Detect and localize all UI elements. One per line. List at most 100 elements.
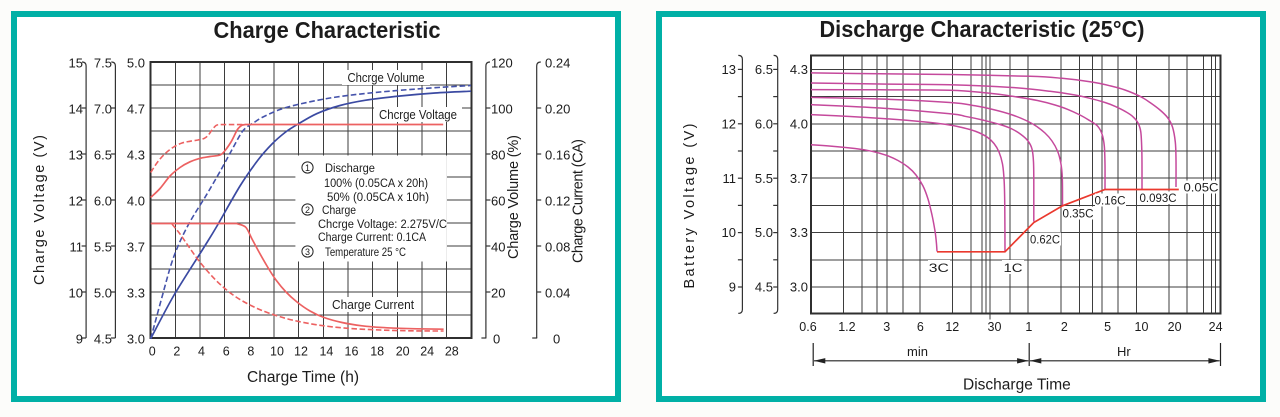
svg-text:7.0: 7.0 [94,102,112,117]
svg-text:11: 11 [70,240,84,255]
svg-text:0: 0 [553,332,560,347]
svg-text:7.5: 7.5 [94,56,112,71]
svg-text:5.0: 5.0 [755,225,773,240]
svg-text:4.5: 4.5 [755,280,773,295]
svg-text:0.20: 0.20 [545,102,570,117]
svg-text:5.0: 5.0 [127,56,145,71]
svg-text:4.3: 4.3 [790,62,808,77]
svg-text:80: 80 [491,148,505,163]
svg-text:0.12: 0.12 [545,194,570,209]
svg-text:15: 15 [69,56,83,71]
svg-text:6: 6 [223,345,230,359]
svg-text:5: 5 [1104,320,1111,334]
svg-text:4.0: 4.0 [127,194,145,209]
svg-text:6.0: 6.0 [755,116,773,131]
svg-text:14: 14 [319,345,333,359]
svg-text:4.5: 4.5 [94,332,112,347]
svg-text:13: 13 [69,148,83,163]
svg-text:Charge: Charge [322,203,356,217]
svg-text:13: 13 [722,62,736,77]
svg-text:12: 12 [945,320,959,334]
svg-text:6.5: 6.5 [755,62,773,77]
svg-text:24: 24 [1209,320,1223,334]
svg-text:Charge Current: 0.1CA: Charge Current: 0.1CA [318,230,427,244]
svg-text:Charge Volume (%): Charge Volume (%) [506,135,522,259]
svg-text:0.05C: 0.05C [1184,181,1220,195]
svg-text:0.04: 0.04 [545,286,570,301]
svg-text:20: 20 [491,286,505,301]
svg-text:Battery Voltage (V): Battery Voltage (V) [682,124,698,289]
svg-text:0: 0 [493,332,500,347]
svg-text:0.16: 0.16 [545,148,570,163]
svg-text:0.62C: 0.62C [1030,233,1060,247]
svg-text:16: 16 [345,345,359,359]
svg-text:2: 2 [173,345,180,359]
svg-text:2: 2 [305,205,310,215]
svg-text:Discharge: Discharge [325,161,375,175]
svg-text:6.0: 6.0 [94,194,112,209]
svg-text:20: 20 [1168,320,1182,334]
svg-text:120: 120 [491,56,513,71]
svg-text:12: 12 [294,345,308,359]
svg-text:0.35C: 0.35C [1063,207,1094,221]
svg-text:Discharge Characteristic (25°C: Discharge Characteristic (25°C) [820,17,1145,42]
svg-text:3: 3 [883,320,890,334]
svg-text:3C: 3C [929,261,950,275]
svg-text:0.093C: 0.093C [1140,191,1177,205]
svg-text:Discharge Time: Discharge Time [963,377,1071,394]
svg-text:3.7: 3.7 [127,240,145,255]
svg-text:Chcrge Voltage: 2.275V/C: Chcrge Voltage: 2.275V/C [318,217,447,231]
svg-text:24: 24 [420,345,434,359]
svg-text:min: min [907,344,928,359]
svg-text:3.3: 3.3 [127,286,145,301]
svg-text:8: 8 [247,345,254,359]
svg-text:9: 9 [76,332,83,347]
svg-text:0.24: 0.24 [545,56,570,71]
svg-text:3: 3 [305,247,310,257]
svg-text:1: 1 [305,163,310,173]
svg-text:40: 40 [491,240,505,255]
svg-text:10: 10 [69,286,83,301]
svg-text:6.5: 6.5 [94,148,112,163]
svg-text:3.0: 3.0 [127,332,145,347]
svg-text:28: 28 [445,345,459,359]
svg-text:12: 12 [722,116,736,131]
svg-text:10: 10 [270,345,284,359]
svg-text:0.08: 0.08 [545,240,570,255]
svg-text:1: 1 [1025,320,1032,334]
svg-text:12: 12 [69,194,83,209]
svg-text:0.6: 0.6 [799,320,816,334]
svg-text:14: 14 [69,102,83,117]
svg-text:4.3: 4.3 [127,148,145,163]
svg-text:30: 30 [988,320,1002,334]
svg-text:10: 10 [722,225,736,240]
svg-text:5.5: 5.5 [755,171,773,186]
svg-text:60: 60 [491,194,505,209]
svg-text:6: 6 [917,320,924,334]
svg-text:1C: 1C [1004,261,1024,275]
svg-text:11: 11 [723,171,737,186]
svg-text:4.7: 4.7 [127,102,145,117]
svg-text:4.0: 4.0 [790,116,808,131]
svg-text:Charge Characteristic: Charge Characteristic [214,17,441,43]
svg-text:9: 9 [729,280,736,295]
svg-text:5.0: 5.0 [94,286,112,301]
svg-text:4: 4 [198,345,205,359]
svg-text:100: 100 [491,102,513,117]
svg-text:0.16C: 0.16C [1095,194,1126,208]
svg-text:0: 0 [149,345,156,359]
svg-text:5.5: 5.5 [94,240,112,255]
svg-text:100% (0.05CA x 20h): 100% (0.05CA x 20h) [324,176,428,190]
svg-text:Charge Time (h): Charge Time (h) [247,369,359,386]
svg-text:Temperature 25 °C: Temperature 25 °C [325,245,406,259]
svg-text:18: 18 [370,345,384,359]
svg-text:Charge Current: Charge Current [332,298,414,312]
svg-text:1.2: 1.2 [838,320,855,334]
svg-text:Chcrge Volume: Chcrge Volume [348,71,425,85]
svg-text:50% (0.05CA x 10h): 50% (0.05CA x 10h) [327,190,429,204]
svg-text:3.0: 3.0 [790,280,808,295]
svg-text:2: 2 [1061,320,1068,334]
svg-text:Charge Voltage (V): Charge Voltage (V) [32,135,48,285]
svg-text:Hr: Hr [1117,344,1131,359]
svg-text:Charge Current (CA): Charge Current (CA) [571,139,587,263]
